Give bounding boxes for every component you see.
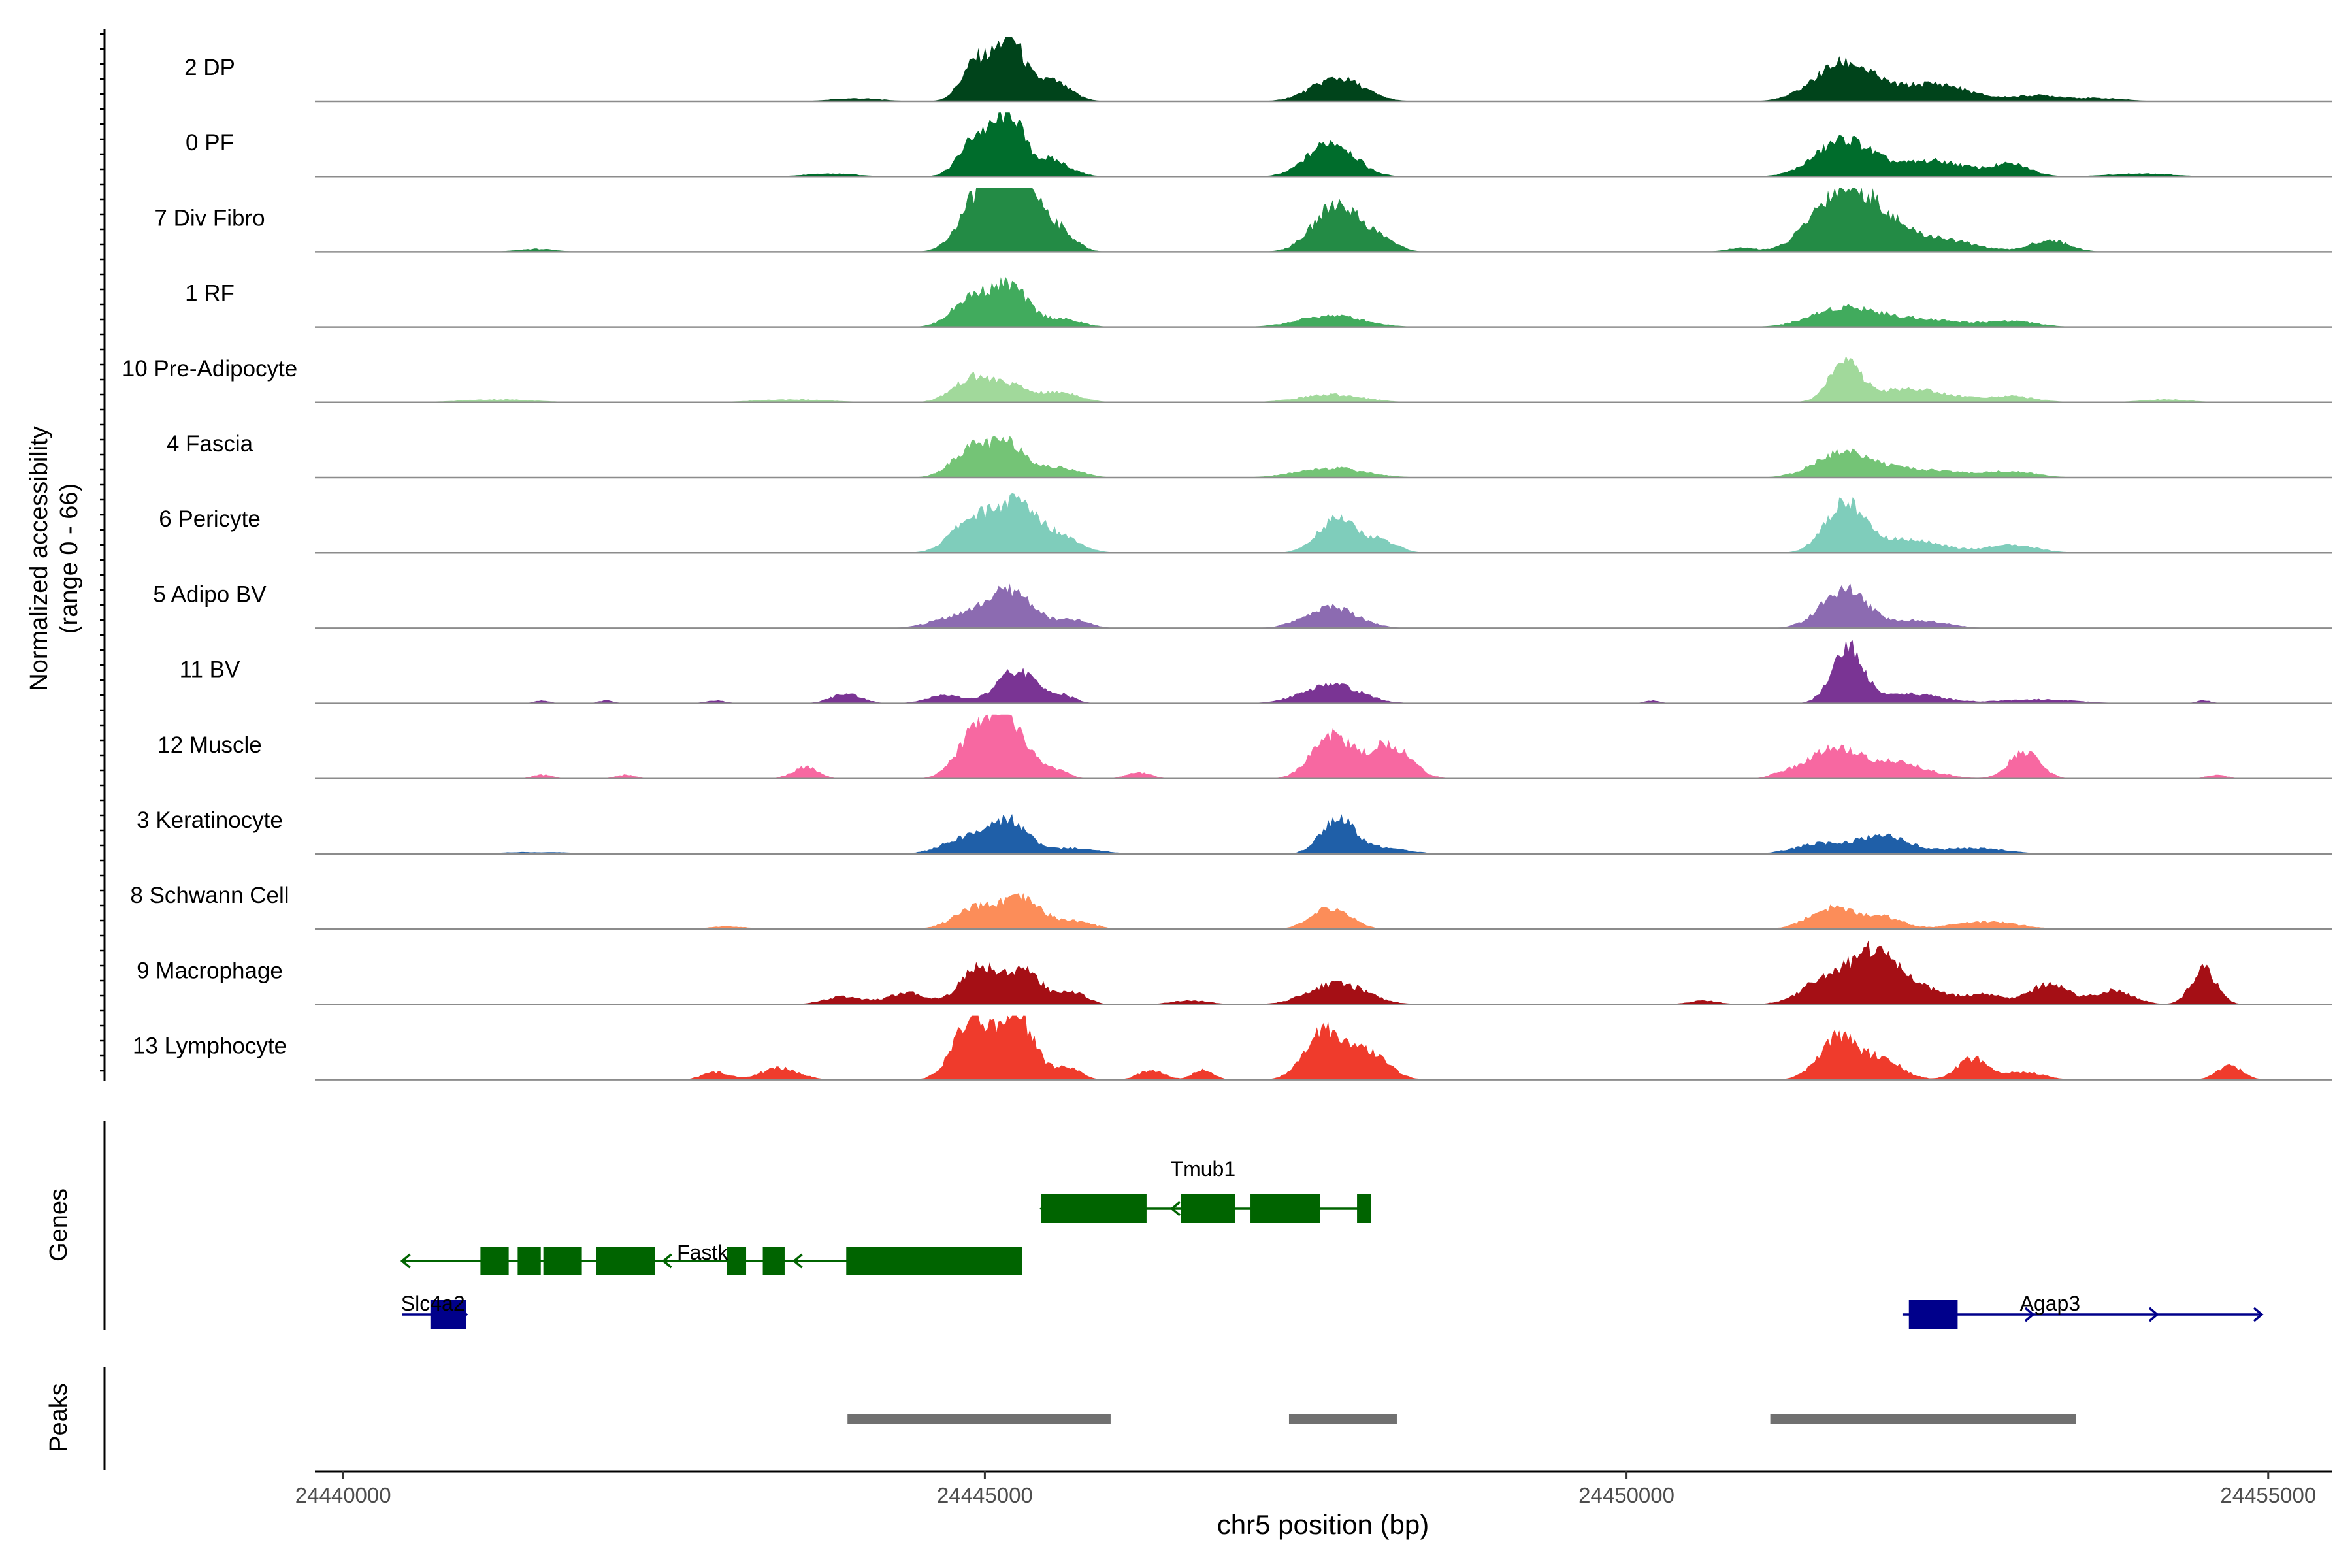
strand-arrow — [400, 1253, 411, 1269]
track-label: 11 BV — [180, 657, 240, 683]
y-axis — [100, 29, 106, 1470]
x-tick-label: 24445000 — [937, 1483, 1033, 1507]
gene-label: Tmub1 — [1171, 1157, 1236, 1181]
track-8: 5 Adipo BV — [153, 581, 2332, 629]
track-11: 3 Keratinocyte — [137, 808, 2332, 855]
track-label: 1 RF — [185, 281, 235, 306]
coverage-area — [315, 813, 2332, 854]
coverage-area — [315, 436, 2332, 478]
gene-exon — [846, 1247, 1022, 1275]
y-axis-label: Normalized accessibility (range 0 - 66) — [25, 426, 83, 691]
gene-label: Fastk — [677, 1241, 728, 1264]
track-12: 8 Schwann Cell — [130, 883, 2332, 930]
gene-fastk: Fastk — [400, 1241, 1022, 1275]
coverage-area — [315, 493, 2332, 553]
track-label: 13 Lymphocyte — [133, 1034, 287, 1059]
gene-exon — [543, 1247, 582, 1275]
gene-track: Fastk Tmub1 Slc4a2 Agap3 — [400, 1157, 2264, 1329]
gene-tmub1: Tmub1 — [1039, 1157, 1371, 1223]
coverage-tracks: 2 DP 0 PF 7 Div Fibro 1 RF 10 Pre-Adipocyte 4… — [122, 37, 2332, 1081]
track-label: 10 Pre-Adipocyte — [122, 356, 297, 382]
gene-exon — [1041, 1194, 1147, 1223]
gene-exon — [480, 1247, 509, 1275]
peak-region — [1288, 1414, 1397, 1424]
track-label: 6 Pericyte — [159, 506, 261, 532]
gene-label: Slc4a2 — [401, 1292, 465, 1315]
track-label: 9 Macrophage — [137, 958, 283, 983]
track-label: 2 DP — [184, 55, 235, 80]
x-tick-label: 24455000 — [2220, 1483, 2316, 1507]
x-axis-label: chr5 position (bp) — [1217, 1509, 1429, 1540]
coverage-area — [315, 37, 2332, 101]
gene-slc4a2: Slc4a2 — [401, 1292, 468, 1329]
track-label: 5 Adipo BV — [153, 581, 267, 607]
peak-region — [847, 1414, 1111, 1424]
strand-arrow — [2024, 1307, 2035, 1322]
coverage-area — [315, 940, 2332, 1005]
strand-arrow — [792, 1253, 803, 1269]
x-axis: 24440000 24445000 24450000 24455000 — [295, 1470, 2332, 1507]
gene-exon — [1250, 1194, 1320, 1223]
track-label: 0 PF — [186, 130, 234, 155]
x-tick-label: 24450000 — [1578, 1483, 1674, 1507]
track-6: 4 Fascia — [167, 431, 2332, 479]
track-9: 11 BV — [180, 639, 2332, 704]
coverage-area — [315, 583, 2332, 629]
coverage-area — [315, 892, 2332, 930]
track-label: 12 Muscle — [157, 732, 262, 758]
gene-label: Agap3 — [2020, 1292, 2081, 1315]
gene-exon — [1908, 1300, 1958, 1329]
track-13: 9 Macrophage — [137, 940, 2332, 1005]
coverage-area — [315, 112, 2332, 177]
coverage-area — [315, 714, 2332, 779]
genes-panel-label: Genes — [45, 1188, 73, 1262]
track-10: 12 Muscle — [157, 714, 2332, 780]
gene-exon — [517, 1247, 541, 1275]
x-tick-label: 24440000 — [295, 1483, 391, 1507]
strand-arrow — [2148, 1307, 2159, 1322]
peak-track — [847, 1414, 2076, 1424]
track-5: 10 Pre-Adipocyte — [122, 355, 2332, 404]
track-4: 1 RF — [185, 276, 2332, 328]
track-label: 7 Div Fibro — [154, 205, 265, 231]
coverage-area — [315, 188, 2332, 252]
peaks-panel-label: Peaks — [45, 1383, 73, 1452]
gene-exon — [1357, 1194, 1371, 1223]
strand-arrow — [1170, 1201, 1181, 1217]
track-2: 0 PF — [186, 112, 2332, 178]
track-1: 2 DP — [184, 37, 2332, 103]
gene-exon — [762, 1247, 785, 1275]
gene-exon — [430, 1300, 466, 1329]
strand-arrow — [661, 1253, 672, 1269]
strand-arrow — [2253, 1307, 2264, 1322]
coverage-area — [315, 276, 2332, 327]
gene-exon — [596, 1247, 655, 1275]
track-label: 3 Keratinocyte — [137, 808, 283, 833]
track-3: 7 Div Fibro — [154, 188, 2332, 253]
y-axis-label-line2: (range 0 - 66) — [56, 483, 83, 634]
gene-exon — [727, 1247, 747, 1275]
gene-exon — [1181, 1194, 1235, 1223]
gene-agap3: Agap3 — [1902, 1292, 2264, 1329]
coverage-area — [315, 1015, 2332, 1080]
y-axis-label-line1: Normalized accessibility — [25, 426, 53, 691]
peak-region — [1770, 1414, 2076, 1424]
track-7: 6 Pericyte — [159, 493, 2332, 554]
track-label: 8 Schwann Cell — [130, 883, 289, 908]
coverage-area — [315, 355, 2332, 402]
track-label: 4 Fascia — [167, 431, 253, 457]
track-14: 13 Lymphocyte — [133, 1015, 2332, 1081]
coverage-area — [315, 639, 2332, 704]
